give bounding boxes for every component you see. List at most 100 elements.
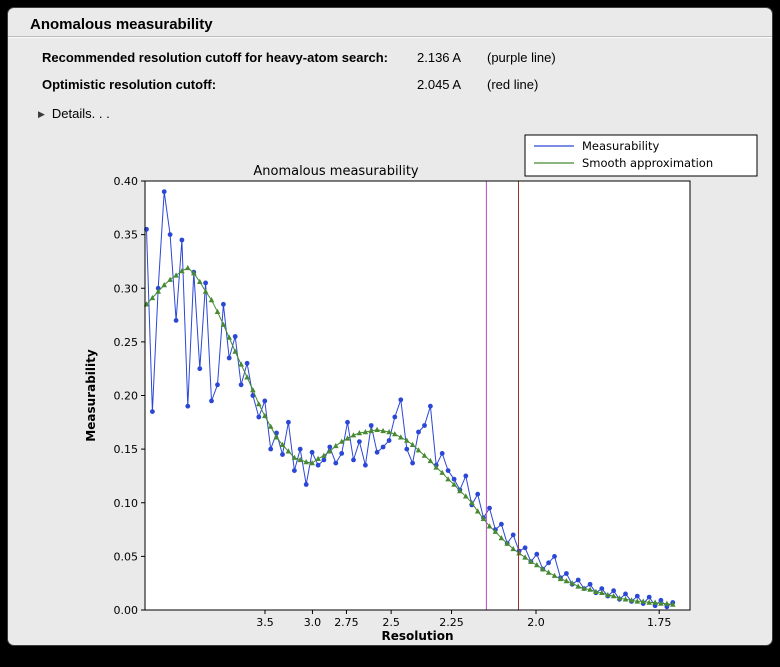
data-point-circle — [451, 476, 457, 482]
data-point-triangle — [439, 469, 445, 475]
data-point-triangle — [244, 374, 250, 380]
data-point-triangle — [528, 558, 534, 564]
data-point-triangle — [267, 423, 274, 429]
data-point-triangle — [486, 523, 493, 529]
data-point-circle — [244, 360, 250, 366]
data-point-circle — [161, 189, 167, 195]
data-point-triangle — [652, 599, 658, 605]
data-point-circle — [611, 588, 616, 594]
data-point-triangle — [179, 268, 185, 274]
y-tick-label: 0.00 — [114, 604, 139, 617]
optimistic-cutoff-label: Optimistic resolution cutoff: — [42, 77, 217, 92]
disclosure-triangle-icon: ▶ — [38, 109, 45, 119]
data-point-triangle — [232, 348, 238, 354]
data-point-circle — [363, 462, 368, 468]
y-axis-label: Measurability — [84, 349, 98, 442]
data-point-triangle — [380, 427, 386, 434]
page-title: Anomalous measurability — [30, 16, 213, 33]
data-point-circle — [475, 491, 481, 497]
data-point-triangle — [457, 488, 463, 494]
data-point-triangle — [575, 583, 581, 589]
y-tick-label: 0.30 — [114, 282, 139, 295]
data-point-triangle — [303, 459, 309, 465]
data-point-triangle — [220, 321, 227, 327]
data-point-triangle — [197, 278, 203, 284]
x-tick-label: 2.0 — [527, 616, 545, 629]
data-point-circle — [510, 532, 516, 538]
data-point-triangle — [256, 401, 262, 407]
x-tick-label: 1.75 — [647, 616, 672, 629]
data-point-circle — [197, 366, 203, 372]
data-point-triangle — [516, 550, 522, 556]
data-point-circle — [250, 393, 256, 398]
data-point-triangle — [321, 452, 327, 458]
data-point-triangle — [427, 457, 434, 464]
data-point-triangle — [545, 569, 552, 575]
data-point-triangle — [409, 441, 416, 447]
y-tick-label: 0.20 — [114, 390, 139, 403]
data-point-triangle — [616, 595, 623, 601]
recommended-cutoff-value: 2.136 A — [417, 50, 462, 65]
data-point-circle — [280, 452, 285, 457]
data-point-circle — [599, 586, 605, 591]
data-point-triangle — [327, 448, 333, 454]
data-point-triangle — [273, 434, 280, 440]
data-point-triangle — [463, 493, 469, 499]
data-point-circle — [297, 446, 303, 452]
data-point-triangle — [421, 452, 428, 458]
details-toggle[interactable]: ▶ Details. . . — [38, 106, 110, 121]
data-point-triangle — [445, 476, 451, 482]
data-point-circle — [215, 382, 220, 388]
data-point-circle — [309, 449, 315, 455]
data-point-triangle — [628, 597, 635, 603]
data-point-triangle — [356, 430, 363, 436]
data-point-triangle — [208, 297, 215, 303]
y-tick-label: 0.40 — [114, 175, 139, 188]
data-point-circle — [499, 521, 504, 527]
data-point-circle — [232, 334, 238, 339]
data-point-circle — [203, 280, 209, 286]
data-point-circle — [410, 460, 415, 466]
data-point-circle — [404, 446, 410, 452]
data-point-triangle — [161, 282, 167, 288]
data-point-triangle — [451, 481, 457, 487]
chart-title: Anomalous measurability — [253, 164, 419, 179]
data-point-circle — [303, 482, 309, 487]
data-point-triangle — [167, 276, 173, 282]
data-point-circle — [345, 419, 350, 425]
data-point-triangle — [279, 441, 286, 447]
data-point-triangle — [534, 562, 540, 568]
data-point-circle — [226, 355, 232, 361]
data-point-triangle — [551, 572, 558, 578]
x-tick-label: 2.75 — [334, 616, 359, 629]
data-point-triangle — [605, 592, 611, 598]
data-point-circle — [534, 551, 540, 557]
data-point-triangle — [498, 535, 505, 541]
legend-label: Smooth approximation — [582, 156, 713, 170]
data-point-triangle — [640, 598, 646, 604]
data-point-circle — [150, 409, 155, 414]
data-point-triangle — [599, 589, 605, 595]
data-point-circle — [487, 505, 492, 511]
recommended-cutoff-note: (purple line) — [487, 50, 556, 65]
recommended-cutoff-row: Recommended resolution cutoff for heavy-… — [8, 50, 772, 68]
data-point-triangle — [226, 334, 232, 340]
data-point-circle — [268, 446, 274, 452]
details-label: Details. . . — [51, 106, 110, 121]
data-point-circle — [634, 593, 640, 599]
data-point-triangle — [504, 540, 510, 546]
optimistic-cutoff-row: Optimistic resolution cutoff: 2.045 A (r… — [8, 77, 772, 95]
data-point-triangle — [492, 528, 499, 534]
data-point-triangle — [285, 448, 292, 454]
data-point-circle — [221, 301, 226, 307]
data-point-triangle — [191, 270, 197, 276]
data-point-triangle — [214, 308, 221, 314]
data-point-circle — [546, 560, 551, 566]
data-point-triangle — [362, 429, 369, 435]
data-point-circle — [416, 429, 421, 435]
data-point-triangle — [392, 431, 398, 437]
legend-label: Measurability — [582, 139, 659, 153]
data-point-triangle — [658, 600, 664, 606]
data-point-triangle — [646, 599, 652, 605]
